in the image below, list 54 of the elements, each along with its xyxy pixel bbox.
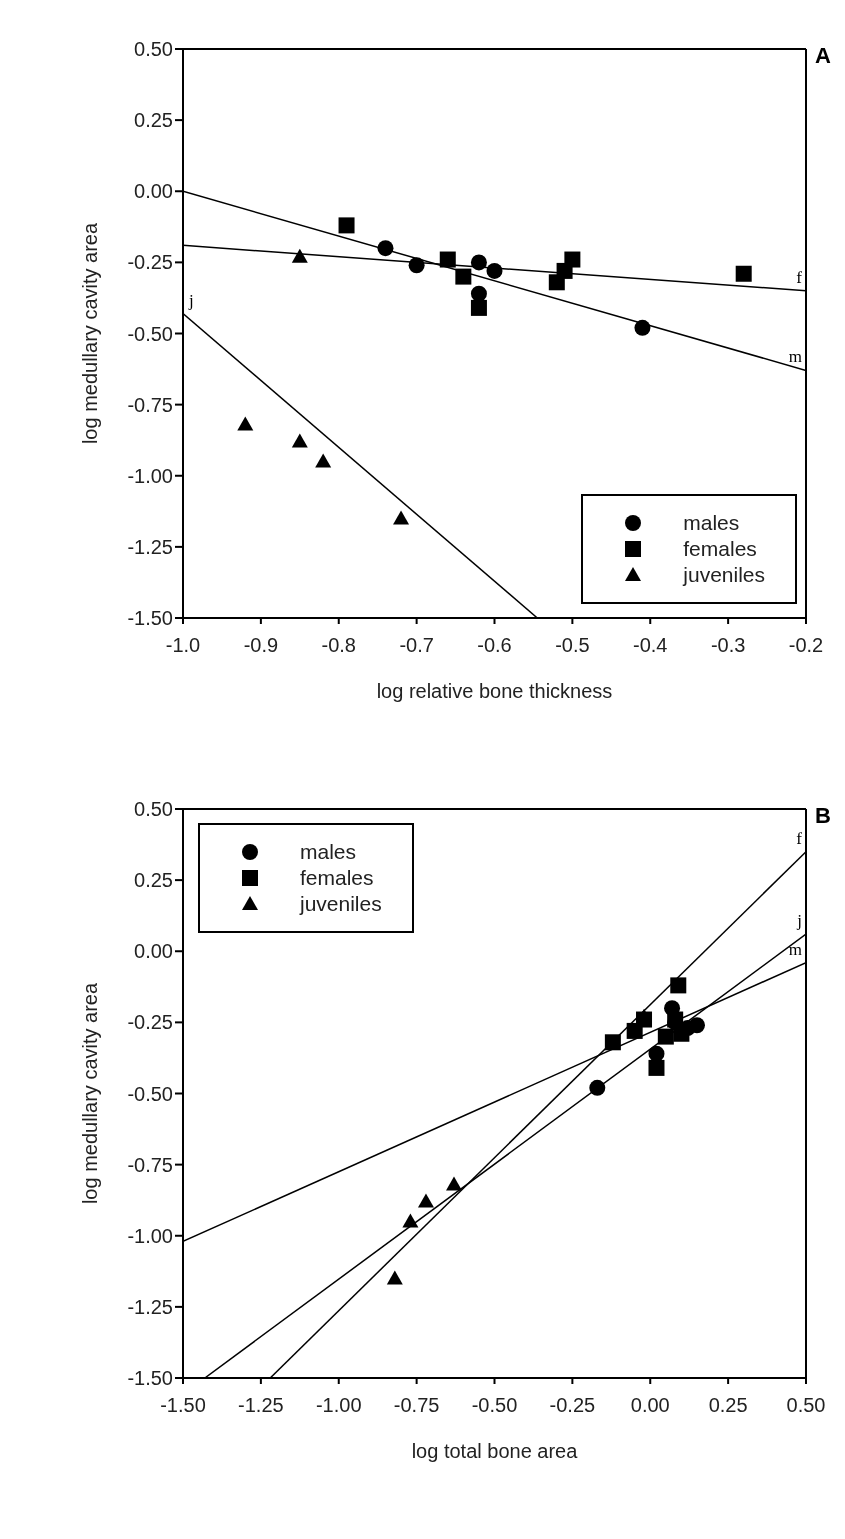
y-tick-label: -0.75 — [127, 1153, 173, 1176]
y-axis-title: log medullary cavity area — [79, 222, 102, 445]
x-tick-label: -1.25 — [238, 1394, 284, 1417]
y-tick-label: -1.50 — [127, 1367, 173, 1390]
x-tick-label: -0.8 — [321, 634, 356, 657]
x-tick-label: -0.4 — [633, 634, 668, 657]
x-tick-label: -1.00 — [315, 1394, 362, 1417]
x-tick-label: -0.7 — [399, 634, 434, 657]
x-axis-title: log relative bone thickness — [376, 680, 613, 702]
y-tick-label: -0.25 — [127, 251, 173, 274]
x-tick-label: -0.6 — [477, 634, 512, 657]
y-tick-label: -0.50 — [127, 1082, 173, 1105]
y-tick-label: -1.00 — [127, 464, 173, 487]
series-label: j — [796, 911, 802, 931]
x-tick-label: 0.00 — [630, 1394, 670, 1417]
series-label: f — [796, 267, 803, 287]
y-tick-label: 0.25 — [134, 869, 173, 892]
x-tick-label: 0.25 — [708, 1394, 748, 1417]
y-tick-label: 0.00 — [134, 180, 173, 203]
x-tick-label: -0.5 — [555, 634, 590, 657]
x-tick-label: -1.0 — [165, 634, 201, 657]
y-tick-label: -1.25 — [127, 535, 173, 558]
x-axis-title: log total bone area — [411, 1440, 579, 1462]
x-tick-label: -0.50 — [471, 1394, 518, 1417]
x-tick-label: -0.9 — [243, 634, 279, 657]
y-tick-label: 0.50 — [134, 38, 173, 61]
legend-label: males — [683, 510, 740, 536]
y-tick-label: 0.50 — [134, 798, 173, 821]
y-tick-label: -1.50 — [127, 607, 173, 630]
legend-label: females — [683, 536, 757, 562]
x-tick-label: 0.50 — [786, 1394, 826, 1417]
y-tick-label: 0.25 — [134, 109, 173, 132]
series-label: m — [788, 939, 802, 959]
legend-label: juveniles — [300, 891, 382, 917]
y-tick-label: -0.50 — [127, 322, 173, 345]
x-tick-label: -0.25 — [549, 1394, 596, 1417]
x-tick-label: -0.2 — [788, 634, 824, 657]
x-tick-label: -0.3 — [710, 634, 746, 657]
y-axis-title: log medullary cavity area — [79, 982, 102, 1205]
legend-label: juveniles — [683, 562, 765, 588]
legend-label: females — [300, 865, 374, 891]
legend-label: males — [300, 839, 357, 865]
series-label: j — [188, 290, 194, 310]
y-tick-label: 0.00 — [134, 940, 173, 963]
chart-title: B — [815, 803, 831, 829]
series-label: f — [796, 828, 803, 848]
chart-title: A — [815, 43, 831, 69]
series-label: m — [788, 347, 802, 367]
y-tick-label: -0.75 — [127, 393, 173, 416]
x-tick-label: -1.50 — [160, 1394, 206, 1417]
y-tick-label: -1.00 — [127, 1224, 173, 1247]
x-tick-label: -0.75 — [393, 1394, 440, 1417]
y-tick-label: -0.25 — [127, 1011, 173, 1034]
y-tick-label: -1.25 — [127, 1295, 173, 1318]
